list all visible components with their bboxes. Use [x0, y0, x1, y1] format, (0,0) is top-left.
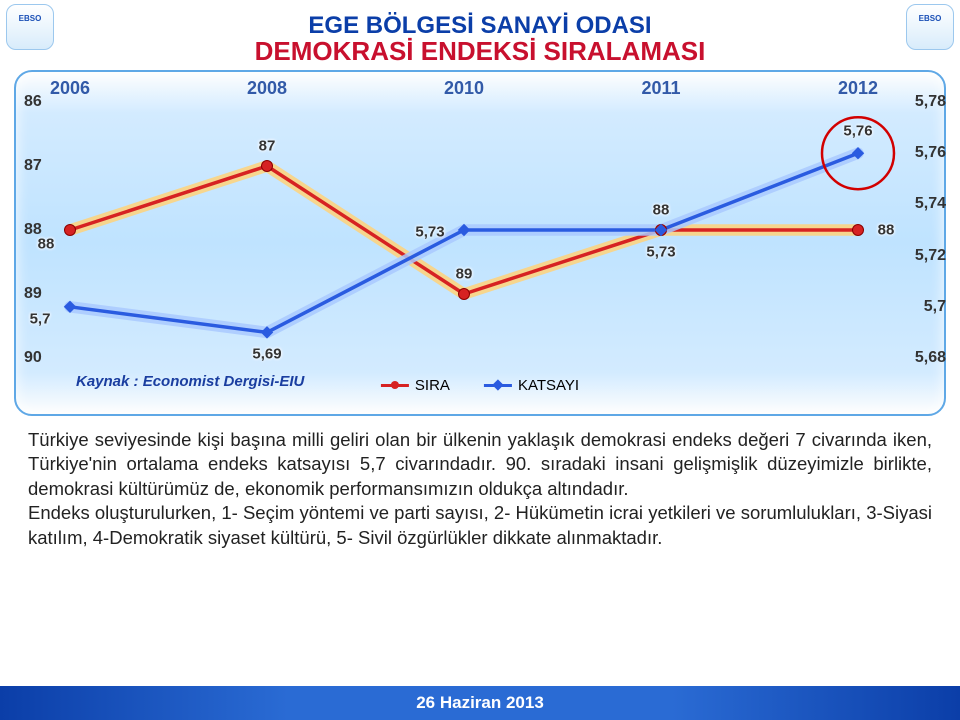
left-axis-tick: 89	[24, 285, 42, 303]
right-axis-tick: 5,72	[915, 247, 946, 265]
page-title: DEMOKRASİ ENDEKSİ SIRALAMASI	[0, 36, 960, 67]
chart-svg	[30, 78, 904, 398]
footer-date: 26 Haziran 2013	[416, 693, 544, 713]
right-axis-tick: 5,78	[915, 93, 946, 111]
year-label: 2008	[247, 78, 287, 99]
sira-value-label: 89	[456, 266, 473, 283]
body-p2: Endeks oluşturulurken, 1- Seçim yöntemi …	[28, 502, 932, 547]
year-label: 2012	[838, 78, 878, 99]
right-axis-tick: 5,76	[915, 144, 946, 162]
left-axis-tick: 90	[24, 349, 42, 367]
sira-value-label: 88	[653, 202, 670, 219]
sira-value-label: 87	[259, 138, 276, 155]
year-label: 2010	[444, 78, 484, 99]
right-axis-tick: 5,68	[915, 349, 946, 367]
katsayi-value-label: 5,76	[843, 123, 872, 140]
katsayi-value-label: 5,69	[252, 346, 281, 363]
katsayi-value-label: 5,7	[30, 310, 51, 327]
katsayi-value-label: 5,73	[646, 244, 675, 261]
chart-area: Kaynak : Economist Dergisi-EIU SIRA KATS…	[30, 78, 930, 398]
year-label: 2006	[50, 78, 90, 99]
year-label: 2011	[641, 78, 680, 99]
body-p1: Türkiye seviyesinde kişi başına milli ge…	[28, 429, 932, 499]
sira-value-label: 88	[38, 236, 55, 253]
left-axis-tick: 86	[24, 93, 42, 111]
katsayi-value-label: 5,73	[415, 224, 444, 241]
left-axis-tick: 87	[24, 157, 42, 175]
right-axis-tick: 5,74	[915, 195, 946, 213]
right-axis-tick: 5,7	[924, 298, 946, 316]
sira-value-label: 88	[878, 222, 895, 239]
body-text: Türkiye seviyesinde kişi başına milli ge…	[28, 428, 932, 550]
footer: 26 Haziran 2013	[0, 686, 960, 720]
